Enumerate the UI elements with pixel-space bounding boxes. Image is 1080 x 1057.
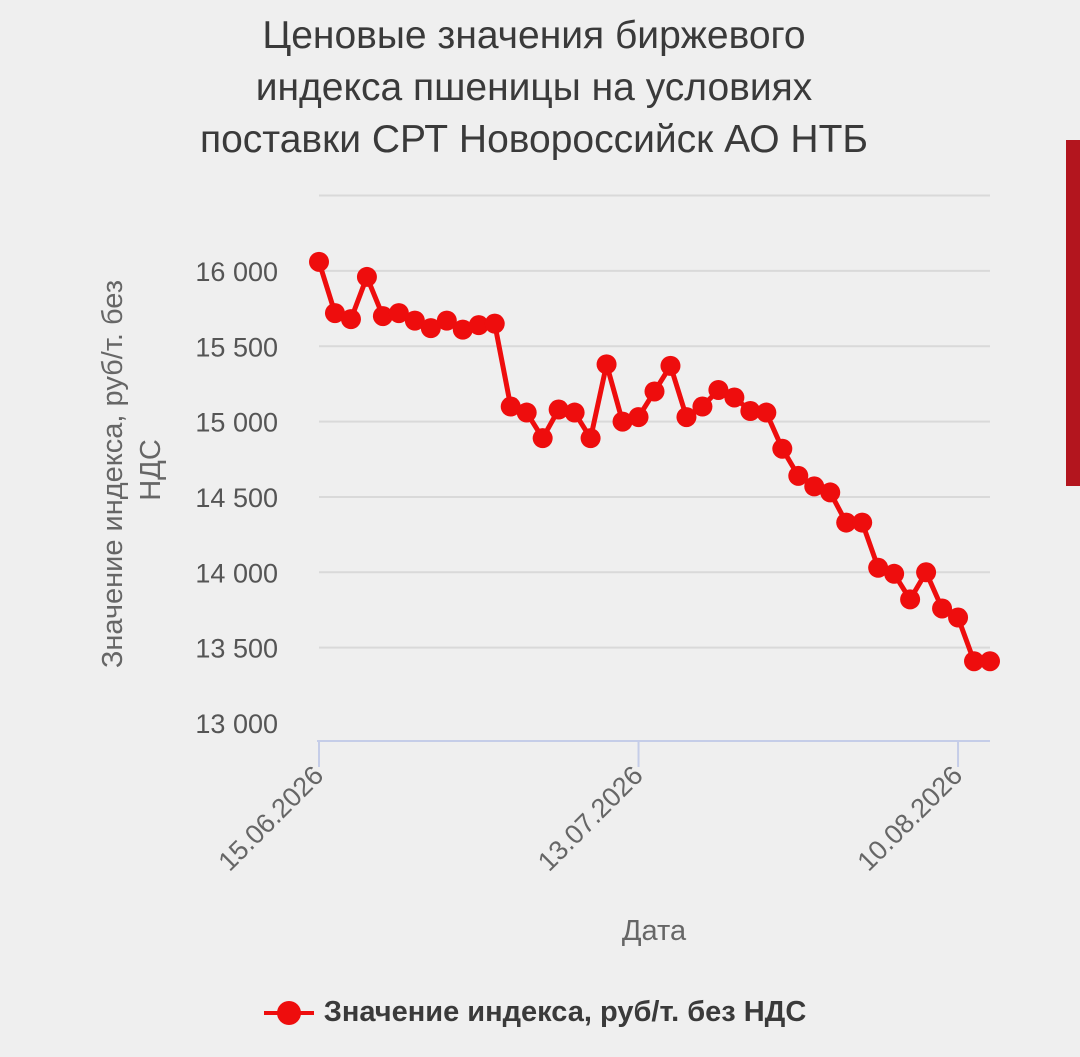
legend-label: Значение индекса, руб/т. без НДС [323, 996, 807, 1028]
chart-title: Ценовые значения биржевого индекса пшени… [0, 10, 1068, 166]
data-point [644, 381, 665, 402]
legend[interactable]: Значение индекса, руб/т. без НДС [0, 996, 1068, 1029]
legend-dot [276, 1000, 301, 1025]
y-tick-label: 15 500 [195, 332, 278, 362]
y-tick-label: 13 000 [195, 709, 278, 739]
series-group [309, 251, 1000, 672]
data-point [612, 411, 633, 432]
data-point [388, 303, 409, 324]
y-tick-label: 14 500 [195, 483, 278, 513]
data-point [884, 563, 905, 584]
data-point [772, 438, 793, 459]
data-point [596, 354, 617, 375]
x-tick-label: 10.08.2026 [852, 760, 969, 877]
data-point [708, 379, 729, 400]
data-point [516, 402, 537, 423]
y-axis-title-line-2: НДС [135, 439, 167, 501]
data-point [900, 589, 921, 610]
data-point [692, 396, 713, 417]
legend-marker [262, 999, 316, 1027]
data-point [484, 313, 505, 334]
data-point [532, 428, 553, 449]
x-axis-title: Дата [622, 915, 687, 947]
data-point [724, 387, 745, 408]
data-point [500, 396, 521, 417]
chart-title-line-3: поставки СРТ Новороссийск АО НТБ [200, 118, 868, 161]
data-point [660, 355, 681, 376]
y-tick-label: 15 000 [195, 408, 278, 438]
data-point [356, 266, 377, 287]
y-axis-title: Значение индекса, руб/т. без НДС [97, 272, 167, 668]
data-point [564, 402, 585, 423]
data-point [580, 428, 601, 449]
x-tick-label: 13.07.2026 [532, 760, 649, 877]
data-point [916, 562, 937, 583]
chart-title-line-1: Ценовые значения биржевого [262, 14, 806, 57]
y-tick-label: 13 500 [195, 634, 278, 664]
data-point [468, 315, 489, 336]
data-point [868, 557, 889, 578]
data-point [628, 407, 649, 428]
y-tick-label: 14 000 [195, 558, 278, 588]
data-point [836, 512, 857, 533]
data-point [404, 310, 425, 331]
x-tick-label: 15.06.2026 [212, 760, 329, 877]
data-point [452, 319, 473, 340]
data-point [948, 607, 969, 628]
data-point [372, 306, 393, 327]
data-point [788, 465, 809, 486]
side-accent-bar [1066, 140, 1080, 486]
data-point [740, 401, 761, 422]
chart-title-line-2: индекса пшеницы на условиях [255, 66, 813, 109]
data-point [980, 651, 1000, 672]
data-point [852, 512, 873, 533]
y-tick-label: 16 000 [195, 257, 278, 287]
y-axis-ticks: 13 000 13 500 14 000 14 500 15 000 15 500 16 0… [195, 257, 278, 739]
y-axis-title-line-1: Значение индекса, руб/т. без [97, 280, 129, 668]
data-point [324, 303, 345, 324]
x-axis: 15.06.2026 13.07.2026 10.08.2026 [212, 740, 990, 877]
data-point [676, 407, 697, 428]
data-point [964, 651, 985, 672]
data-point [756, 402, 777, 423]
data-point [804, 476, 825, 497]
data-point [309, 251, 329, 272]
data-point [340, 309, 361, 330]
data-point [420, 318, 441, 339]
data-point [932, 598, 953, 619]
data-point [820, 482, 841, 503]
data-point [436, 310, 457, 331]
data-point [548, 399, 569, 420]
